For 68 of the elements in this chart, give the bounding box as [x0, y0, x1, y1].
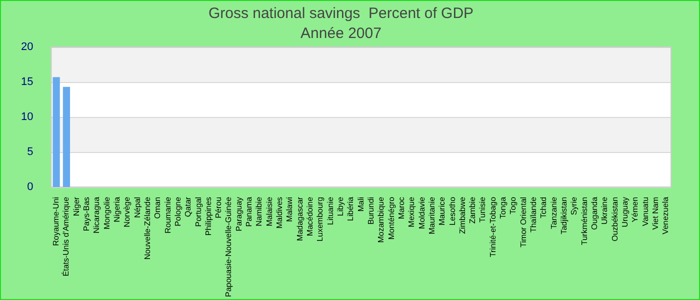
x-tick-label: Trinité-et-Tobago: [488, 196, 498, 258]
x-tick-label: Venezuela: [661, 196, 670, 234]
x-tick-label: Népal: [132, 196, 142, 218]
x-tick-label: Malaisie: [264, 196, 274, 226]
x-tick-label: Qatar: [184, 196, 193, 217]
y-tick-label: 20: [20, 41, 34, 54]
x-tick-label: Luxembourg: [316, 196, 325, 242]
x-tick-label: Tonga: [498, 196, 508, 219]
x-tick-label: Mongolie: [102, 196, 112, 230]
x-tick-label: Tanzanie: [549, 196, 558, 229]
x-tick-label: Paraguay: [234, 196, 244, 232]
x-tick-label: États-Unis d'Amérique: [62, 196, 71, 276]
x-tick-label: Philippines: [204, 196, 213, 236]
x-tick-label: Togo: [508, 196, 518, 214]
x-tick-label: Vanuatu: [640, 196, 650, 226]
x-tick-label: Moldavie: [417, 196, 426, 229]
x-tick-label: Ukraine: [600, 196, 610, 225]
x-tick-label: Libye: [336, 196, 345, 216]
x-tick-label: Yémen: [630, 196, 640, 222]
x-tick-label: Macédoine: [306, 196, 315, 236]
x-tick-label: Nouvelle-Zélande: [142, 196, 152, 260]
x-tick-label: Maurice: [438, 196, 447, 226]
x-tick-label: Roumanie: [163, 196, 172, 234]
x-tick-label: Pérou: [214, 196, 224, 218]
x-tick-label: Nicaragua: [92, 196, 102, 234]
y-tick-label: 0: [27, 180, 34, 193]
x-tick-label: Burundi: [366, 196, 376, 225]
chart-title: Gross national savings Percent of GDP: [208, 5, 474, 22]
x-tick-label: Namibie: [254, 196, 264, 226]
y-tick-label: 10: [20, 111, 34, 123]
x-tick-label: Monténégro: [386, 196, 396, 240]
x-tick-label: Oman: [153, 196, 162, 219]
x-tick-label: Mali: [356, 196, 366, 212]
x-tick-label: Niger: [72, 196, 81, 216]
x-tick-label: Libéria: [346, 196, 356, 221]
x-tick-label: Syrie: [570, 196, 579, 216]
x-tick-label: Viet Nam: [650, 196, 660, 230]
x-tick-label: Mexique: [407, 196, 416, 228]
x-tick-label: Ouzbékistan: [610, 196, 620, 242]
x-tick-label: Madagascar: [295, 196, 304, 241]
x-tick-label: Ouganda: [590, 196, 600, 230]
x-tick-label: Papouasie-Nouvelle-Guinée: [224, 196, 234, 297]
x-tick-label: Timor Oriental: [518, 196, 528, 248]
x-tick-label: Lituanie: [326, 196, 335, 225]
x-tick-label: Royaume-Uni: [52, 196, 61, 246]
x-tick-label: Uruguay: [620, 196, 630, 228]
x-tick-label: Malawi: [285, 196, 294, 222]
x-tick-label: Mozambique: [376, 196, 386, 243]
x-tick-label: Pays-Bas: [82, 196, 91, 232]
x-tick-label: Portugal: [194, 196, 203, 227]
chart-subtitle: Année 2007: [300, 25, 382, 42]
x-tick-label: Mauritanie: [427, 196, 436, 234]
x-tick-label: Tadjikistan: [560, 196, 569, 234]
y-tick-label: 15: [20, 76, 34, 88]
x-tick-label: Thaïlande: [529, 196, 538, 233]
x-tick-label: Tchad: [539, 196, 548, 218]
x-tick-label: Nigeria: [112, 196, 122, 222]
x-tick-label: Tunisie: [478, 196, 488, 222]
x-tick-label: Zambie: [468, 196, 478, 224]
x-tick-label: Zimbabwe: [458, 196, 467, 234]
x-tick-label: Turkménistan: [580, 196, 589, 246]
x-tick-label: Maroc: [396, 196, 406, 220]
x-tick-label: Pologne: [173, 196, 182, 226]
x-tick-label: Norvège: [122, 196, 132, 228]
x-tick-label: Maldives: [275, 196, 284, 229]
x-tick-label: Lesotho: [448, 196, 457, 226]
y-tick-label: 5: [27, 146, 34, 158]
x-tick-label: Panama: [244, 196, 254, 227]
